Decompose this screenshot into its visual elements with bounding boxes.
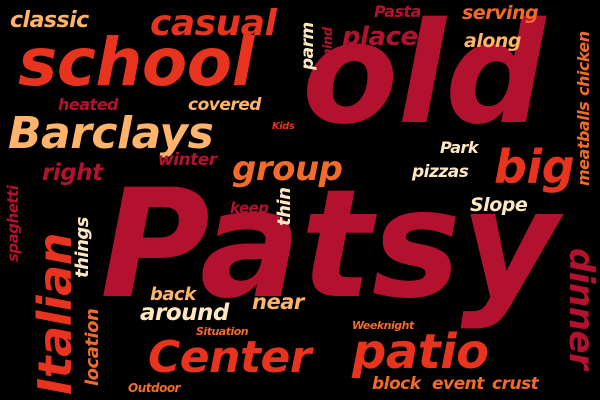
word-keep: keep [230,199,269,217]
word-mind: mind [321,27,336,62]
word-casual: casual [150,3,277,44]
word-weeknight: Weeknight [352,319,414,332]
word-block: block [372,374,421,394]
word-patio: patio [352,324,489,380]
word-back: back [150,284,196,305]
word-winter: winter [158,150,217,170]
word-things: things [72,216,93,278]
word-outdoor: Outdoor [128,381,180,395]
word-kids: Kids [272,121,295,132]
word-pasta: Pasta [374,2,421,21]
word-dinner: dinner [561,248,600,370]
word-group: group [232,149,343,189]
word-pizzas: pizzas [412,162,469,182]
word-situation: Situation [196,325,249,338]
word-along: along [464,30,522,52]
word-park: Park [440,138,479,157]
word-near: near [252,290,304,314]
word-old: old [302,0,545,156]
word-slope: Slope [470,194,528,216]
word-place: place [342,22,418,52]
word-heated: heated [58,95,119,114]
word-patsy: Patsy [100,158,558,332]
word-spaghetti: spaghetti [4,185,22,262]
word-crust: crust [492,374,539,394]
word-right: right [42,160,103,186]
word-thin: thin [274,187,295,226]
word-meatballs: meatballs [574,102,593,187]
word-covered: covered [188,95,261,115]
word-location: location [82,308,103,386]
word-big: big [494,140,575,194]
word-event: event [432,374,484,394]
word-chicken: chicken [574,31,593,96]
word-barclays: Barclays [8,108,214,159]
word-classic: classic [10,8,89,33]
word-around: around [140,300,229,326]
word-center: Center [148,332,312,383]
word-parm: parm [298,22,318,70]
word-school: school [18,24,254,101]
word-serving: serving [462,2,539,24]
